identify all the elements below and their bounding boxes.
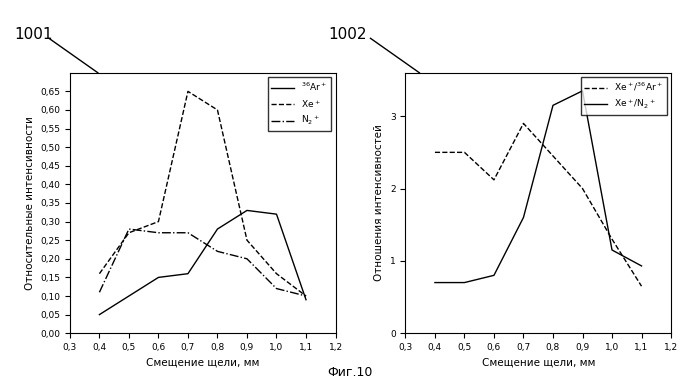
Y-axis label: Отношения интенсивностей: Отношения интенсивностей [375, 124, 384, 282]
Text: 1001: 1001 [14, 27, 52, 42]
X-axis label: Смещение щели, мм: Смещение щели, мм [482, 357, 595, 367]
Legend: $^{36}$Ar$^+$, Xe$^+$, N$_2$$^+$: $^{36}$Ar$^+$, Xe$^+$, N$_2$$^+$ [268, 77, 331, 131]
Legend: Xe$^+$/$^{36}$Ar$^+$, Xe$^+$/N$_2$$^+$: Xe$^+$/$^{36}$Ar$^+$, Xe$^+$/N$_2$$^+$ [581, 77, 667, 115]
Y-axis label: Относительные интенсивности: Относительные интенсивности [24, 116, 35, 290]
Text: 1002: 1002 [329, 27, 367, 42]
X-axis label: Смещение щели, мм: Смещение щели, мм [146, 357, 259, 367]
Text: Фиг.10: Фиг.10 [327, 366, 372, 379]
